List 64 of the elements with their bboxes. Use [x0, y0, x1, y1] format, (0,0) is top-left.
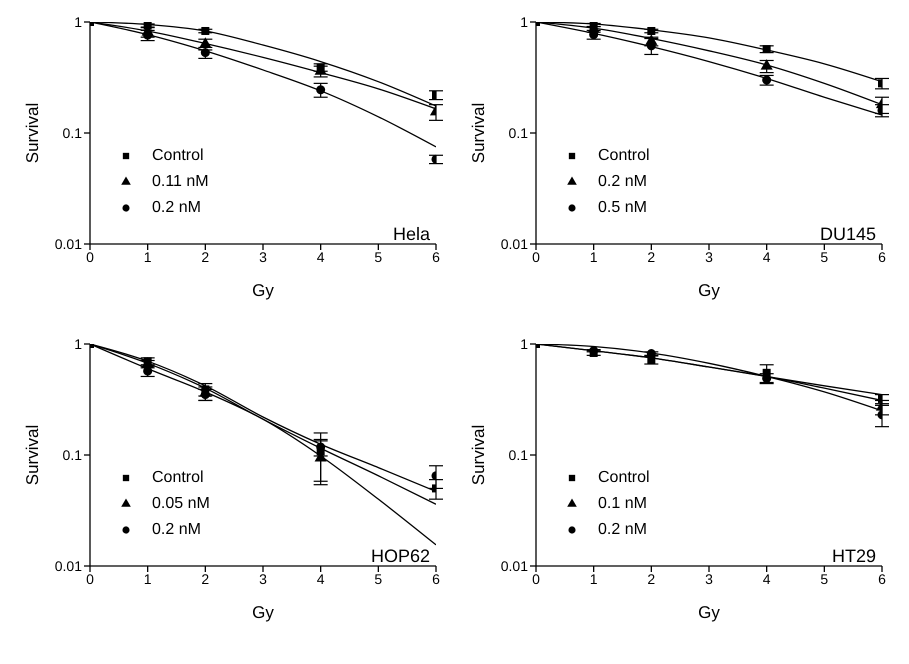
- legend-label: 0.05 nM: [152, 495, 210, 513]
- x-axis-title: Gy: [698, 281, 720, 300]
- x-tick-label: 0: [86, 248, 94, 265]
- x-tick-label: 4: [762, 570, 771, 587]
- x-tick-label: 0: [86, 570, 94, 587]
- annotation: Hela: [392, 224, 430, 245]
- legend-label: 0.1 nM: [598, 495, 647, 513]
- legend-label: Control: [598, 469, 650, 487]
- x-tick-label: 2: [201, 570, 210, 587]
- y-tick-label: 0.01: [54, 236, 82, 252]
- x-tick-label: 4: [316, 570, 325, 587]
- x-tick-label: 4: [316, 248, 325, 265]
- y-tick-label: 0.1: [508, 124, 528, 141]
- x-tick-label: 2: [647, 248, 656, 265]
- y-tick-label: 1: [520, 14, 528, 30]
- x-tick-label: 0: [532, 248, 540, 265]
- legend-label: 0.2 nM: [152, 521, 201, 539]
- x-tick-label: 0: [532, 570, 540, 587]
- x-tick-label: 5: [820, 248, 828, 265]
- legend-label: 0.2 nM: [598, 521, 647, 539]
- y-tick-label: 1: [74, 14, 82, 30]
- annotation: HOP62: [370, 546, 430, 567]
- x-tick-label: 4: [762, 248, 771, 265]
- x-tick-label: 5: [374, 248, 382, 265]
- x-tick-label: 1: [144, 570, 152, 587]
- x-tick-label: 2: [647, 570, 656, 587]
- x-tick-label: 3: [705, 248, 714, 265]
- annotation: HT29: [832, 546, 876, 567]
- x-axis-title: Gy: [252, 603, 274, 622]
- x-tick-label: 5: [820, 570, 828, 587]
- x-axis-title: Gy: [252, 281, 274, 300]
- x-tick-label: 6: [432, 570, 440, 587]
- legend-label: Control: [152, 147, 204, 165]
- y-tick-label: 0.01: [54, 558, 82, 574]
- y-axis-title: Survival: [23, 424, 42, 486]
- y-axis-title: Survival: [469, 102, 488, 164]
- y-tick-label: 0.01: [500, 558, 528, 574]
- y-axis-title: Survival: [469, 424, 488, 486]
- x-tick-label: 6: [878, 248, 886, 265]
- x-tick-label: 5: [374, 570, 382, 587]
- y-tick-label: 1: [74, 336, 82, 352]
- x-tick-label: 1: [590, 570, 598, 587]
- x-tick-label: 1: [144, 248, 152, 265]
- x-axis-title: Gy: [698, 603, 720, 622]
- annotation: DU145: [820, 224, 876, 245]
- y-tick-label: 0.1: [62, 446, 82, 463]
- x-tick-label: 3: [705, 570, 714, 587]
- legend-label: Control: [598, 147, 650, 165]
- legend-label: 0.5 nM: [598, 199, 647, 217]
- legend-label: 0.2 nM: [152, 199, 201, 217]
- x-tick-label: 3: [259, 248, 268, 265]
- x-tick-label: 3: [259, 570, 268, 587]
- y-axis-title: Survival: [23, 102, 42, 164]
- legend-label: 0.2 nM: [598, 173, 647, 191]
- y-tick-label: 0.1: [508, 446, 528, 463]
- legend-label: Control: [152, 469, 204, 487]
- legend-label: 0.11 nM: [152, 173, 209, 191]
- x-tick-label: 2: [201, 248, 210, 265]
- x-tick-label: 6: [432, 248, 440, 265]
- x-tick-label: 1: [590, 248, 598, 265]
- y-tick-label: 0.1: [62, 124, 82, 141]
- y-tick-label: 1: [520, 336, 528, 352]
- x-tick-label: 6: [878, 570, 886, 587]
- y-tick-label: 0.01: [500, 236, 528, 252]
